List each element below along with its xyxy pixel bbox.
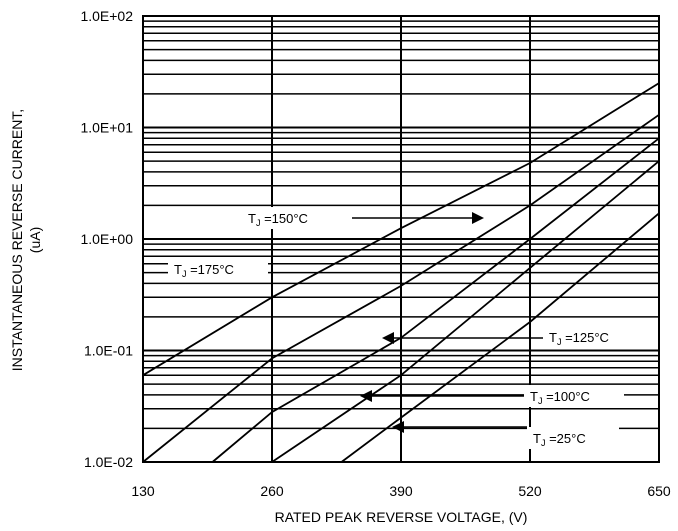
annotation-box: [543, 326, 635, 348]
annotation-label: TJ =150°C: [248, 211, 308, 228]
y-tick-label: 1.0E-01: [84, 343, 133, 359]
x-tick-label: 390: [389, 483, 413, 499]
annotation-box: [242, 207, 338, 229]
annotation-box: [524, 385, 624, 407]
annotation-arrowhead: [382, 332, 394, 344]
series-line: [211, 137, 660, 463]
x-axis-label: RATED PEAK REVERSE VOLTAGE, (V): [275, 509, 528, 525]
y-axis-label-line2: (uA): [27, 227, 43, 253]
y-tick-labels: 1.0E-02 1.0E-01 1.0E+00 1.0E+01 1.0E+02: [80, 8, 133, 470]
y-tick-label: 1.0E+01: [80, 120, 133, 136]
x-tick-label: 260: [260, 483, 284, 499]
series-line: [340, 212, 660, 463]
annotation-label: TJ =25°C: [533, 431, 586, 448]
annotation-box: [168, 258, 268, 280]
annotation-label: TJ =125°C: [549, 330, 609, 347]
series-line: [142, 114, 660, 463]
annotation-label: TJ =175°C: [174, 262, 234, 279]
y-axis-label-line1: INSTANTANEOUS REVERSE CURRENT,: [9, 109, 25, 371]
annotation-label: TJ =100°C: [530, 389, 590, 406]
series-line: [271, 160, 660, 463]
x-tick-label: 130: [131, 483, 155, 499]
annotation-arrowhead: [360, 390, 372, 402]
x-tick-labels: 130 260 390 520 650: [131, 483, 671, 499]
x-tick-label: 520: [518, 483, 542, 499]
y-tick-label: 1.0E+00: [80, 231, 133, 247]
y-tick-label: 1.0E-02: [84, 454, 133, 470]
annotations: TJ =150°C TJ =175°C TJ =125°C TJ =100°C TJ =…: [168, 207, 635, 449]
x-tick-label: 650: [647, 483, 671, 499]
y-tick-label: 1.0E+02: [80, 8, 133, 24]
annotation-box: [527, 427, 619, 449]
series-line: [142, 82, 660, 376]
plot-frame: [142, 15, 660, 463]
annotation-arrowhead: [392, 421, 404, 433]
annotation-arrowhead: [472, 212, 484, 224]
